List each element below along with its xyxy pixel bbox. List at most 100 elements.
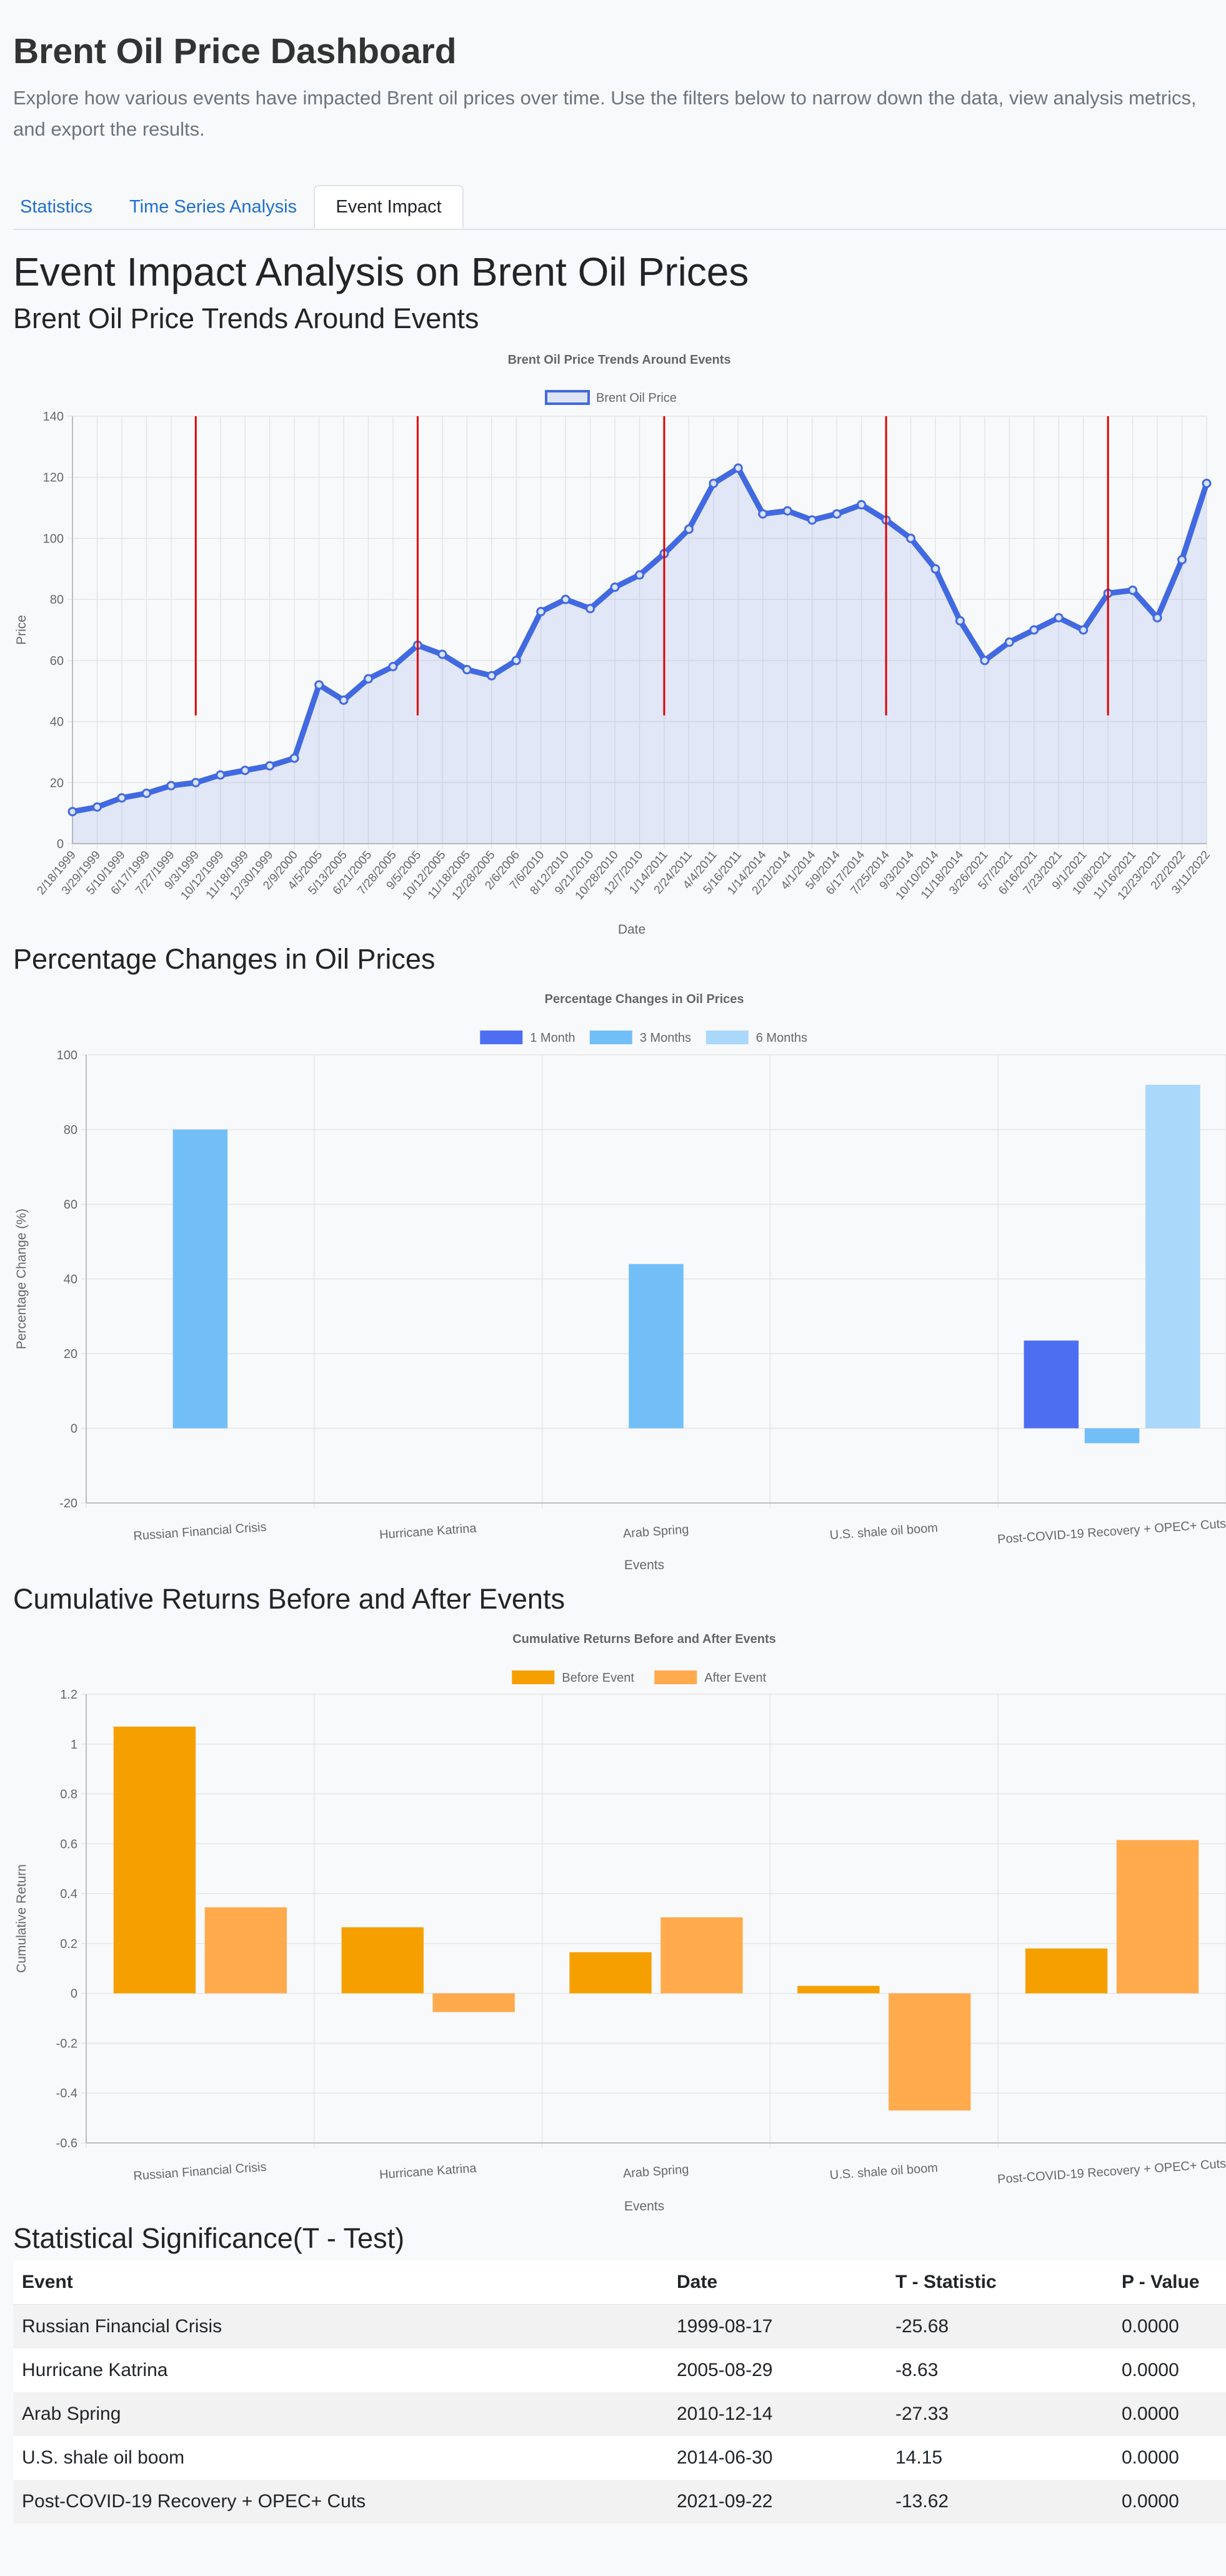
x-tick-label: Post-COVID-19 Recovery + OPEC+ Cuts [997, 2157, 1226, 2187]
price-point [462, 665, 472, 675]
legend-label: 6 Months [756, 1031, 807, 1045]
price-point [1004, 637, 1014, 647]
price-point [314, 680, 324, 690]
price-point [635, 570, 644, 580]
price-point [832, 509, 842, 519]
bar [432, 1993, 515, 2012]
chart-title: Brent Oil Price Trends Around Events [507, 353, 730, 367]
price-point [807, 515, 817, 525]
price-point [586, 604, 596, 614]
tab-event-impact[interactable]: Event Impact [314, 185, 464, 229]
price-point [1152, 612, 1162, 622]
price-point [1054, 612, 1064, 622]
bar [1084, 1428, 1140, 1444]
bar [172, 1129, 228, 1429]
tab-time-series-analysis[interactable]: Time Series Analysis [129, 196, 297, 217]
price-point [388, 662, 398, 672]
price-point [733, 463, 743, 473]
bar [1116, 1840, 1199, 1994]
dashboard-title: Brent Oil Price Dashboard [13, 31, 457, 71]
price-point [1202, 478, 1212, 488]
t-statistic-cell: 14.15 [895, 2447, 943, 2468]
price-point [955, 616, 965, 626]
y-tick-label: 60 [50, 654, 64, 668]
price-point [980, 656, 990, 666]
y-axis-title: Percentage Change (%) [14, 1209, 29, 1349]
date-cell: 2005-08-29 [677, 2360, 773, 2380]
cum-section-title: Cumulative Returns Before and After Even… [13, 1583, 565, 1615]
chart-title: Percentage Changes in Oil Prices [544, 992, 744, 1006]
event-cell: Post-COVID-19 Recovery + OPEC+ Cuts [22, 2491, 366, 2512]
y-tick-label: 20 [64, 1347, 77, 1361]
price-point [117, 793, 127, 803]
table-row: Russian Financial Crisis 1999-08-17 -25.… [13, 2304, 1226, 2349]
legend-label: Before Event [562, 1671, 634, 1685]
y-tick-label: 0.2 [60, 1937, 77, 1951]
t-statistic-cell: -25.68 [895, 2316, 949, 2337]
price-point [363, 674, 373, 684]
pct-section-title: Percentage Changes in Oil Prices [13, 943, 436, 975]
price-point [561, 594, 571, 604]
cumulative-returns-chart: Cumulative Returns Before and After Even… [14, 1632, 1226, 2214]
x-axis-title: Date [618, 922, 645, 937]
x-axis-title: Events [624, 2199, 664, 2214]
bar [889, 1993, 971, 2111]
y-tick-label: 20 [50, 776, 64, 790]
table-row: Hurricane Katrina 2005-08-29 -8.63 0.000… [13, 2349, 1226, 2392]
ttest-table: Event Date T - Statistic P - Value Russi… [13, 2260, 1226, 2524]
y-tick-label: 40 [64, 1273, 77, 1287]
t-statistic-cell: -13.62 [895, 2491, 949, 2512]
t-statistic-cell: -27.33 [895, 2404, 949, 2424]
y-tick-label: 0 [71, 1422, 77, 1436]
price-trend-chart: Brent Oil Price Trends Around Events Bren… [14, 353, 1213, 937]
p-value-cell: 0.0000 [1122, 2491, 1179, 2512]
y-tick-label: -0.6 [56, 2137, 77, 2150]
price-point [1029, 625, 1039, 635]
event-cell: Russian Financial Crisis [22, 2316, 222, 2337]
legend-label: Brent Oil Price [596, 391, 677, 405]
price-point [511, 656, 521, 666]
y-tick-label: 0 [71, 1987, 77, 2001]
x-tick-label: Hurricane Katrina [379, 2162, 477, 2182]
date-cell: 2021-09-22 [677, 2491, 773, 2512]
table-row: Post-COVID-19 Recovery + OPEC+ Cuts 2021… [13, 2480, 1226, 2524]
column-header: P - Value [1113, 2260, 1226, 2305]
dashboard-description: Explore how various events have impacted… [13, 87, 1197, 140]
bar [204, 1907, 287, 1994]
price-point [166, 781, 176, 791]
price-point [339, 695, 349, 705]
price-point [265, 761, 275, 771]
tab-bar: Statistics Time Series Analysis Event Im… [13, 185, 1226, 230]
legend-swatch [654, 1670, 697, 1684]
trend-section-title: Brent Oil Price Trends Around Events [13, 302, 479, 334]
percentage-change-chart: Percentage Changes in Oil Prices 1 Month 3… [14, 992, 1226, 1572]
p-value-cell: 0.0000 [1122, 2447, 1179, 2468]
price-point [709, 478, 719, 488]
price-point [930, 564, 940, 574]
price-point [684, 524, 694, 534]
price-point [857, 500, 867, 510]
y-axis-title: Price [14, 615, 29, 645]
event-cell: Hurricane Katrina [22, 2360, 168, 2380]
p-value-cell: 0.0000 [1122, 2404, 1179, 2424]
legend-swatch [545, 390, 590, 405]
x-tick-label: Arab Spring [622, 1522, 689, 1540]
y-tick-label: -0.4 [56, 2087, 77, 2100]
date-cell: 2010-12-14 [677, 2404, 773, 2424]
price-point [437, 649, 447, 659]
y-tick-label: 60 [64, 1198, 77, 1212]
legend-label: After Event [704, 1671, 766, 1685]
price-point [610, 582, 620, 592]
bar [1024, 1340, 1079, 1429]
tab-statistics[interactable]: Statistics [19, 196, 93, 217]
price-point [67, 807, 77, 817]
legend-label: 3 Months [640, 1031, 691, 1045]
x-tick-label: Russian Financial Crisis [133, 2160, 267, 2184]
bar [660, 1917, 743, 1994]
date-cell: 2014-06-30 [677, 2447, 773, 2468]
legend-swatch [512, 1670, 555, 1684]
y-tick-label: -0.2 [56, 2037, 77, 2050]
y-tick-label: 120 [43, 471, 64, 485]
price-point [240, 766, 250, 776]
x-tick-label: Russian Financial Crisis [133, 1520, 267, 1544]
